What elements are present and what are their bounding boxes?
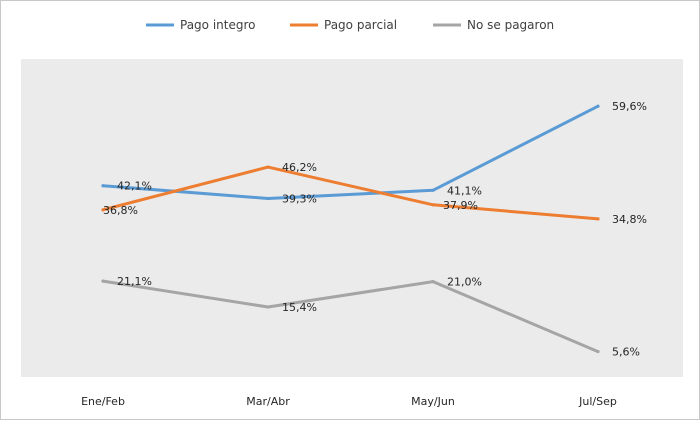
data-label-0-3: 59,6% bbox=[612, 100, 647, 113]
data-labels: 42,1% 39,3% 41,1% 59,6% 36,8% 46,2% 37,9% 34,8%… bbox=[103, 100, 647, 358]
data-label-0-1: 39,3% bbox=[282, 192, 317, 205]
data-label-1-3: 34,8% bbox=[612, 213, 647, 226]
data-label-2-2: 21,0% bbox=[447, 276, 482, 289]
x-tick-label-1: Mar/Abr bbox=[246, 395, 290, 408]
x-axis: Ene/Feb Mar/Abr May/Jun Jul/Sep bbox=[81, 395, 617, 408]
x-tick-label-0: Ene/Feb bbox=[81, 395, 125, 408]
data-point-2-0 bbox=[101, 279, 105, 283]
series-line-1 bbox=[101, 165, 600, 221]
data-label-2-0: 21,1% bbox=[117, 275, 152, 288]
data-point-0-0 bbox=[101, 184, 105, 188]
data-point-2-3 bbox=[596, 349, 600, 354]
legend-label-2: No se pagaron bbox=[467, 18, 554, 32]
data-label-0-0: 42,1% bbox=[117, 180, 152, 193]
data-point-2-2 bbox=[431, 280, 435, 284]
data-label-1-0: 36,8% bbox=[103, 204, 138, 217]
x-tick-label-2: May/Jun bbox=[411, 395, 455, 408]
data-label-0-2: 41,1% bbox=[447, 184, 482, 197]
data-label-1-2: 37,9% bbox=[443, 199, 478, 212]
legend-label-0: Pago integro bbox=[180, 18, 255, 32]
legend: Pago integro Pago parcial No se pagaron bbox=[146, 18, 554, 32]
data-point-0-3 bbox=[596, 104, 600, 108]
data-point-1-0 bbox=[101, 208, 105, 212]
data-label-1-1: 46,2% bbox=[282, 161, 317, 174]
data-point-0-2 bbox=[431, 188, 435, 192]
data-label-2-1: 15,4% bbox=[282, 301, 317, 314]
data-point-2-1 bbox=[266, 305, 270, 309]
legend-label-1: Pago parcial bbox=[324, 18, 397, 32]
data-label-2-3: 5,6% bbox=[612, 346, 640, 359]
series-line-2 bbox=[101, 279, 600, 354]
series-line-0 bbox=[101, 104, 600, 200]
data-point-0-1 bbox=[266, 196, 270, 201]
data-point-1-1 bbox=[266, 165, 270, 169]
data-point-1-3 bbox=[596, 217, 600, 221]
data-point-1-2 bbox=[431, 203, 435, 207]
series-layer bbox=[101, 104, 600, 354]
x-tick-label-3: Jul/Sep bbox=[578, 395, 617, 408]
